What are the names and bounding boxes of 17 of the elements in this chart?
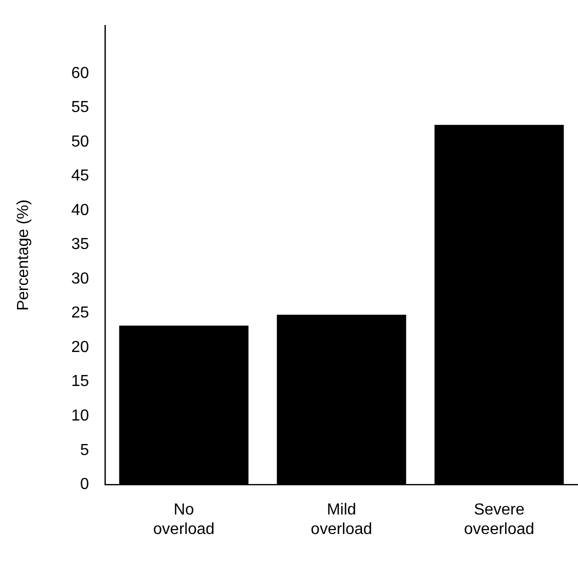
y-tick-label: 10 (71, 408, 90, 424)
y-tick-label: 15 (71, 373, 90, 390)
y-axis-title: Percentage (%) (15, 200, 32, 311)
x-tick-label: Mild overload (310, 502, 372, 538)
y-tick-label: 45 (71, 168, 90, 185)
y-tick-label: 5 (80, 442, 90, 459)
x-tick-label: No overload (153, 502, 215, 538)
y-tick-label: 0 (80, 476, 90, 494)
y-tick-label: 35 (71, 236, 90, 254)
y-tick-label: 25 (71, 304, 90, 322)
x-tick-label: Severe oveerload (464, 502, 534, 538)
y-tick-label: 60 (71, 64, 90, 82)
y-tick-label: 55 (71, 99, 90, 116)
y-tick-label: 50 (71, 133, 90, 150)
y-tick-label: 20 (71, 338, 90, 356)
y-tick-label: 30 (71, 270, 90, 288)
y-tick-label: 40 (71, 202, 90, 219)
